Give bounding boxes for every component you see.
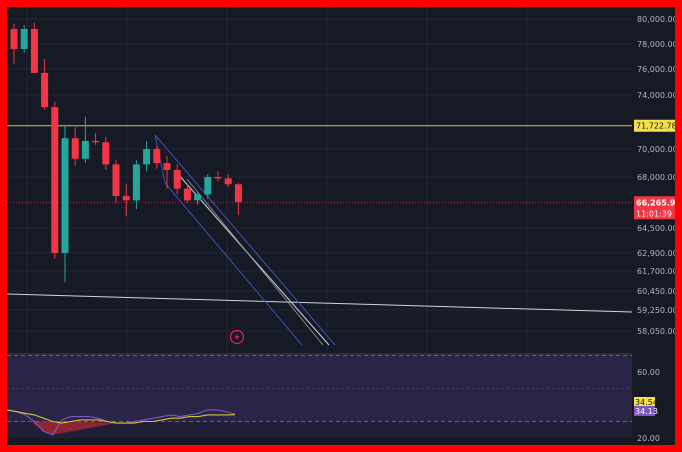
alert-icon[interactable] [229,329,245,345]
countdown-label: 11:01:39 [636,209,672,218]
y-tick-label: 62,900.00 [637,249,675,258]
oscillator-value-badge [634,397,655,407]
candle-body [51,107,59,254]
candle-body [122,195,130,201]
candle-body [143,149,151,165]
candle-body [30,29,38,73]
candle-body [41,72,49,108]
candle-body [20,29,28,49]
last-price-badge [634,196,675,220]
trend-lines [7,125,633,346]
support-trend-line [7,293,633,313]
oscillator-value-label: 34.13 [635,407,658,416]
y-tick-label: 74,000.00 [637,91,675,100]
y-tick-label: 60,450.00 [637,287,675,296]
candle-body [10,29,18,49]
candle-body [173,170,181,189]
y-tick-label: 58,050.00 [637,327,675,336]
candle-body [204,177,212,195]
grid [7,7,632,437]
candle-body [194,194,202,201]
oscillator-value-label: 34.54 [635,398,658,407]
price-chart[interactable]: 80,000.00 78,000.00 76,000.00 74,000.00 70,0… [7,7,675,445]
y-tick-label: 80,000.00 [637,15,675,24]
oscillator-value-badge [634,406,655,416]
candle-body [224,178,232,185]
y-tick-label: 76,000.00 [637,65,675,74]
channel-mid-line [186,178,324,346]
candle-body [183,188,191,201]
channel-upper-line [154,134,336,346]
candle-body [92,140,100,143]
candle-body [234,184,242,203]
oscillator-signal-line [7,409,236,424]
y-tick-label: 59,250.00 [637,306,675,315]
candles [10,22,242,283]
horizontal-line-label: 71,722.78 [636,122,675,131]
chart-frame: 80,000.00 78,000.00 76,000.00 74,000.00 70,0… [7,7,675,445]
last-price-label: 66,265.94 [636,198,675,207]
candle-body [163,163,171,170]
y-tick-label: 68,000.00 [637,173,675,182]
candle-body [153,149,161,163]
oscillator-pane [7,353,632,436]
y-tick-label: 61,700.00 [637,267,675,276]
candle-body [132,164,140,201]
osc-tick-label: 20.00 [637,434,660,443]
osc-tick-label: 60.00 [637,368,660,377]
price-axis: 80,000.00 78,000.00 76,000.00 74,000.00 70,0… [637,15,675,443]
candle-body [61,138,69,253]
channel-lower-line [164,182,303,346]
y-tick-label: 70,000.00 [637,145,675,154]
horizontal-line-badge [634,119,675,132]
candle-body [214,177,222,179]
y-tick-label: 78,000.00 [637,40,675,49]
candle-body [81,140,89,159]
candle-body [112,164,120,196]
candle-body [102,142,110,165]
y-tick-label: 64,500.00 [637,224,675,233]
candle-body [71,138,79,159]
